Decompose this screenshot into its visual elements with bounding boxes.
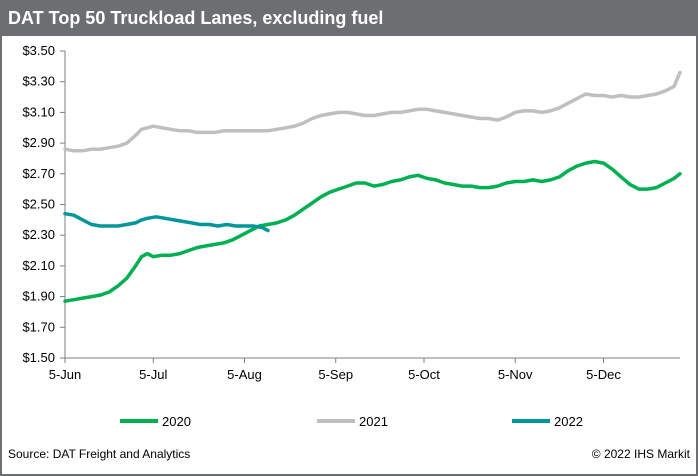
x-tick-label: 5-Sep [318, 367, 353, 382]
legend-label-2021: 2021 [359, 414, 388, 429]
y-tick-label: $2.50 [22, 197, 55, 212]
axes: $3.50 $3.30 $3.10 $2.90 $2.70 $2.50 $2.30 $2.10… [22, 43, 680, 382]
series-line-2020 [63, 159, 682, 303]
y-tick-label: $2.90 [22, 135, 55, 150]
title-bar: DAT Top 50 Truckload Lanes, excluding fu… [2, 2, 696, 36]
legend-label-2022: 2022 [554, 414, 583, 429]
x-tick-label: 5-Aug [227, 367, 262, 382]
x-tick-label: 5-Nov [498, 367, 533, 382]
y-tick-label: $3.10 [22, 104, 55, 119]
chart-title: DAT Top 50 Truckload Lanes, excluding fu… [8, 8, 384, 28]
x-tick-label: 5-Dec [586, 367, 621, 382]
y-tick-label: $1.70 [22, 319, 55, 334]
y-tick-label: $1.90 [22, 289, 55, 304]
copyright-note: © 2022 IHS Markit [591, 447, 690, 461]
legend-label-2020: 2020 [162, 414, 191, 429]
x-tick-label: 5-Jun [49, 367, 82, 382]
legend: 2020 2021 2022 [120, 414, 583, 429]
series-line-2021 [63, 70, 682, 153]
y-tick-label: $2.30 [22, 227, 55, 242]
y-tick-label: $2.70 [22, 166, 55, 181]
series-line-2022 [63, 211, 270, 233]
y-tick-label: $1.50 [22, 350, 55, 365]
series-layer [63, 70, 682, 303]
y-tick-label: $2.10 [22, 258, 55, 273]
x-tick-label: 5-Jul [139, 367, 167, 382]
source-note: Source: DAT Freight and Analytics [8, 447, 191, 461]
y-tick-label: $3.30 [22, 74, 55, 89]
y-tick-label: $3.50 [22, 43, 55, 58]
x-tick-label: 5-Oct [408, 367, 440, 382]
